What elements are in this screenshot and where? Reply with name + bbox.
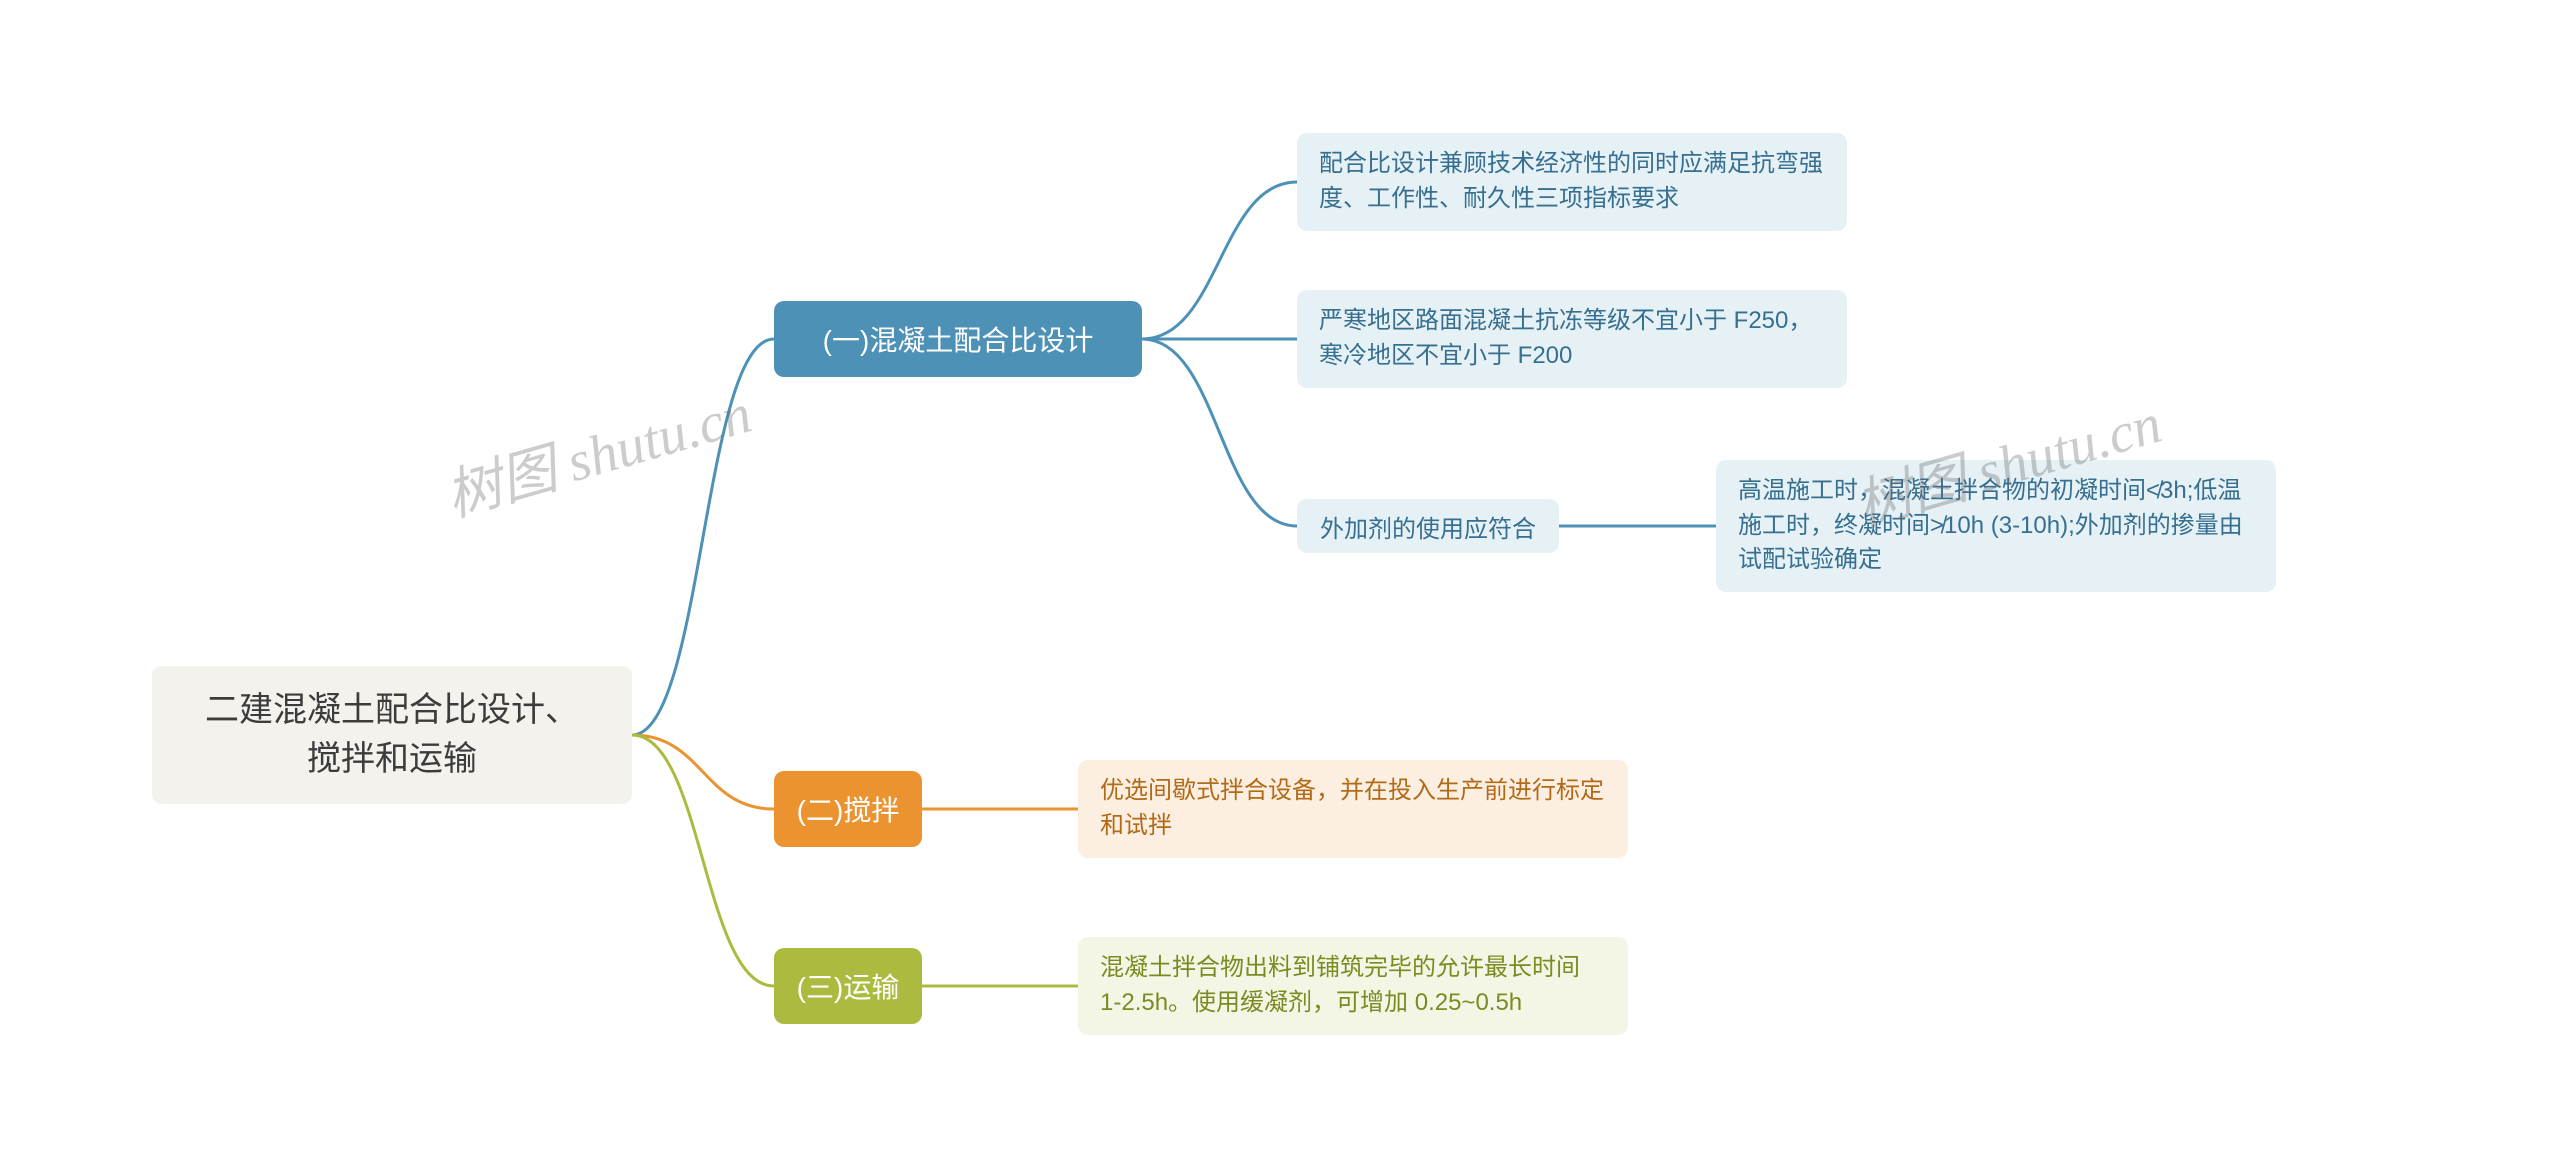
root-node: 二建混凝土配合比设计、 搅拌和运输	[152, 666, 632, 804]
branch-1-child-3a: 高温施工时，混凝土拌合物的初凝时间≮3h;低温施工时，终凝时间≯10h (3-1…	[1716, 460, 2276, 592]
branch-1-child-2-label: 严寒地区路面混凝土抗冻等级不宜小于 F250，寒冷地区不宜小于 F200	[1319, 304, 1825, 374]
branch-1-label: (一)混凝土配合比设计	[823, 319, 1094, 359]
branch-3-label: (三)运输	[797, 966, 900, 1006]
branch-1-child-1: 配合比设计兼顾技术经济性的同时应满足抗弯强度、工作性、耐久性三项指标要求	[1297, 133, 1847, 231]
branch-1-child-3-label: 外加剂的使用应符合	[1320, 509, 1536, 544]
branch-1-child-2: 严寒地区路面混凝土抗冻等级不宜小于 F250，寒冷地区不宜小于 F200	[1297, 290, 1847, 388]
watermark: 树图 shutu.cn	[435, 368, 759, 532]
root-line2: 搅拌和运输	[205, 735, 579, 784]
branch-1-child-3a-label: 高温施工时，混凝土拌合物的初凝时间≮3h;低温施工时，终凝时间≯10h (3-1…	[1738, 474, 2254, 578]
root-line1: 二建混凝土配合比设计、	[205, 686, 579, 735]
branch-1-child-3: 外加剂的使用应符合	[1297, 499, 1559, 553]
branch-2-label: (二)搅拌	[797, 789, 900, 829]
branch-2-child-1: 优选间歇式拌合设备，并在投入生产前进行标定和试拌	[1078, 760, 1628, 858]
branch-1: (一)混凝土配合比设计	[774, 301, 1142, 377]
branch-3-child-1: 混凝土拌合物出料到铺筑完毕的允许最长时间 1-2.5h。使用缓凝剂，可增加 0.…	[1078, 937, 1628, 1035]
branch-2-child-1-label: 优选间歇式拌合设备，并在投入生产前进行标定和试拌	[1100, 774, 1606, 844]
branch-3: (三)运输	[774, 948, 922, 1024]
branch-1-child-1-label: 配合比设计兼顾技术经济性的同时应满足抗弯强度、工作性、耐久性三项指标要求	[1319, 147, 1825, 217]
branch-2: (二)搅拌	[774, 771, 922, 847]
branch-3-child-1-label: 混凝土拌合物出料到铺筑完毕的允许最长时间 1-2.5h。使用缓凝剂，可增加 0.…	[1100, 951, 1606, 1021]
